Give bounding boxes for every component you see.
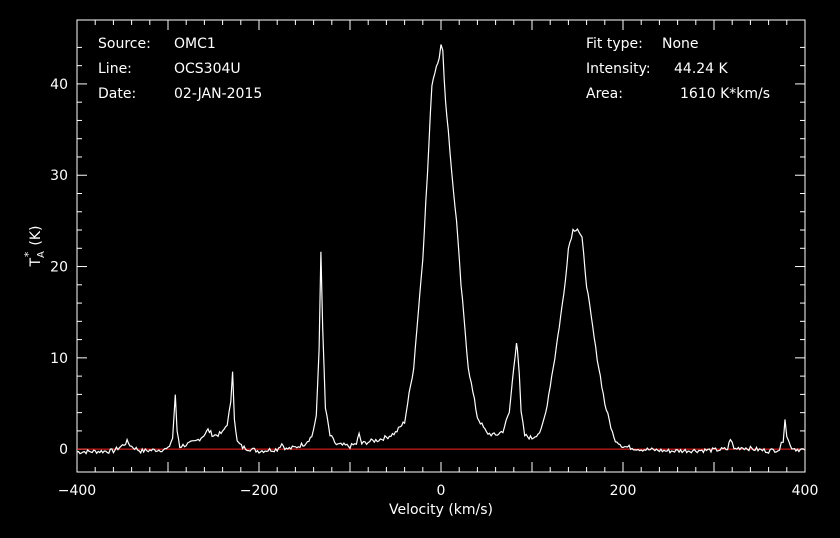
y-tick-label: 0 (59, 442, 68, 458)
intensity-label: Intensity: (586, 61, 651, 77)
intensity-value: 44.24 K (674, 61, 728, 77)
y-axis-label-sub: A (36, 251, 47, 258)
area-label: Area: (586, 86, 623, 102)
x-tick-label: −400 (58, 483, 96, 499)
spectrum-trace (76, 44, 806, 455)
fit-type-label: Fit type: (586, 36, 643, 52)
x-tick-label: 0 (437, 483, 446, 499)
x-tick-label: 400 (792, 483, 819, 499)
x-axis-label: Velocity (km/s) (389, 502, 493, 518)
y-axis-label-unit: (K) (28, 225, 44, 245)
source-label: Source: (98, 36, 151, 52)
date-label: Date: (98, 86, 137, 102)
x-tick-label: 200 (610, 483, 637, 499)
y-tick-label: 40 (50, 77, 68, 93)
y-tick-label: 10 (50, 351, 68, 367)
y-axis-label-main: T (28, 258, 44, 268)
source-value: OMC1 (174, 36, 216, 52)
y-axis-label-sup: * (22, 251, 35, 257)
y-tick-label: 30 (50, 168, 68, 184)
fit-type-value: None (662, 36, 699, 52)
svg-text:TA*(K): TA* (K) (22, 225, 47, 267)
y-axis-label: TA* (K) (22, 225, 47, 267)
line-label: Line: (98, 61, 132, 77)
x-tick-label: −200 (240, 483, 278, 499)
axis-tick-labels: −400 −200 0 200 400 0 10 20 30 40 (50, 77, 818, 499)
y-tick-label: 20 (50, 260, 68, 276)
date-value: 02-JAN-2015 (174, 86, 263, 102)
area-value: 1610 K*km/s (680, 86, 771, 102)
line-value: OCS304U (174, 61, 241, 77)
